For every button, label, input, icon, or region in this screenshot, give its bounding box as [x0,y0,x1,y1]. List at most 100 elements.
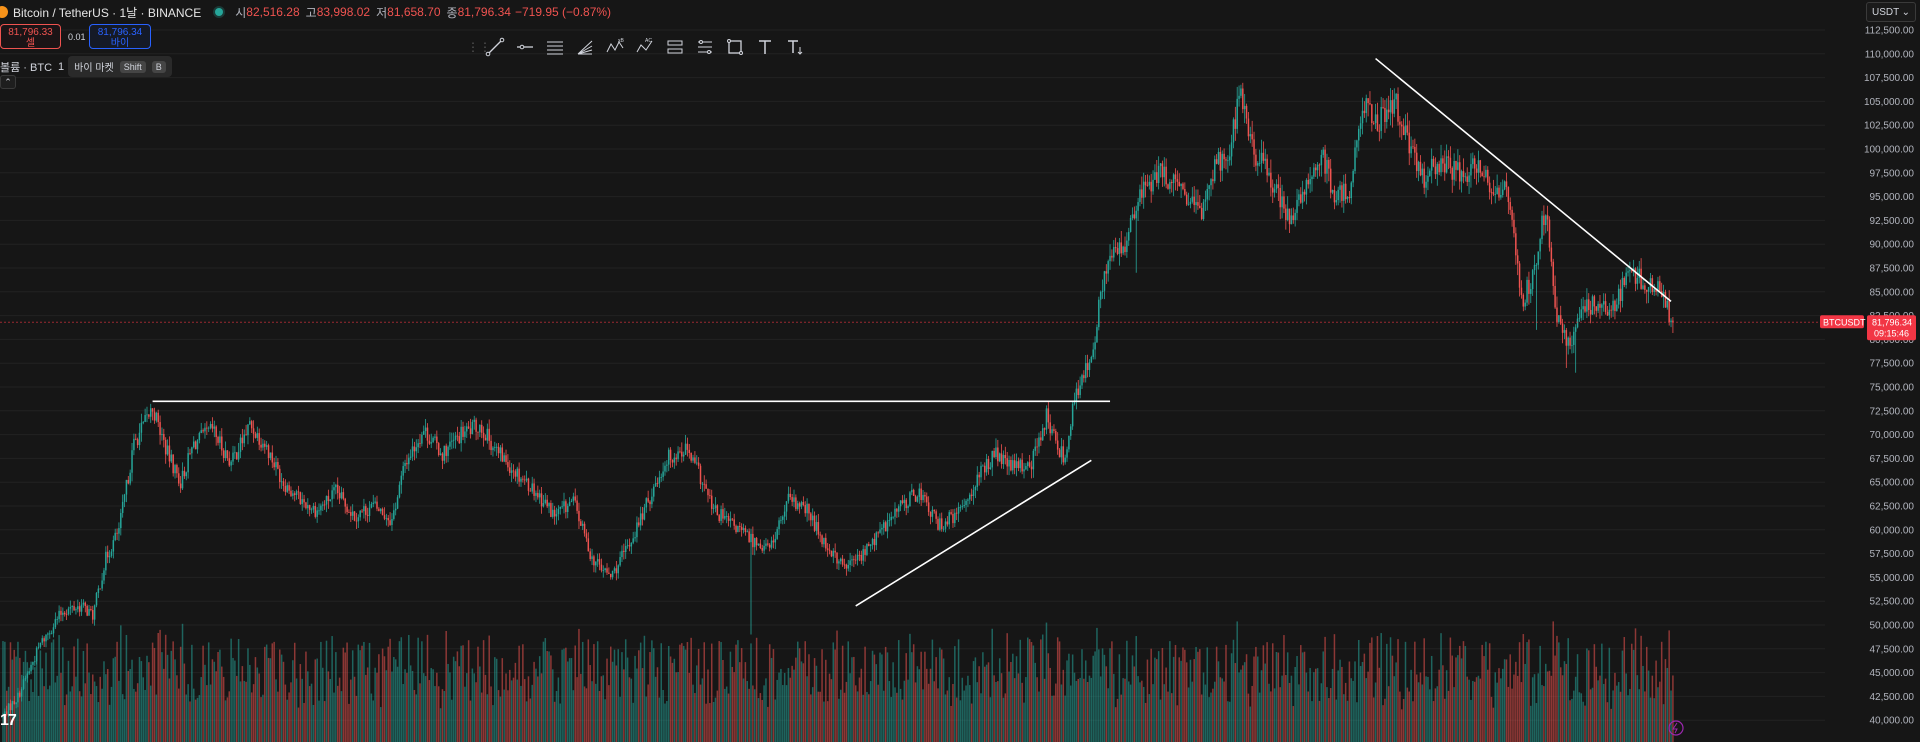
volume-bar [684,649,687,742]
candle-body [1526,279,1528,303]
currency-select[interactable]: USDT ⌄ [1866,2,1916,22]
user-drawings[interactable] [152,57,1672,607]
candle-body [366,514,369,516]
trend-line-drawing[interactable] [1375,57,1672,302]
volume-bar [581,641,584,742]
volume-bar [703,642,705,742]
candle-body [954,512,956,524]
symbol-title[interactable]: Bitcoin / TetherUS · 1날 · BINANCE [13,5,202,20]
volume-bar [1006,633,1008,742]
trend-line-icon[interactable] [482,35,507,60]
candle-body [224,450,227,459]
horizontal-ray-icon[interactable] [512,35,537,60]
volume-bar [63,705,66,742]
candle-body [808,503,810,514]
candle-body [398,484,401,498]
volume-bar [1041,634,1044,742]
parallel-channel-icon[interactable] [542,35,567,60]
volume-bar [896,692,898,742]
candle-body [355,520,358,522]
xabcd-pattern-icon[interactable]: xB [602,35,627,60]
candle-body [922,494,924,501]
volume-bar [1412,701,1414,742]
text-icon[interactable] [752,35,777,60]
candle-body [1101,290,1104,292]
candle-body [1617,288,1620,305]
price-axis[interactable]: 112,500.00110,000.00107,500.00105,000.00… [1827,0,1920,742]
candle-body [1335,200,1338,203]
volume-bar [338,677,341,742]
candle-body [492,447,494,451]
volume-label[interactable]: 볼륨 · BTC [0,61,53,74]
volume-bar [92,674,94,742]
candle-body [540,493,543,507]
candle-body [939,518,941,530]
drag-handle-icon[interactable]: ⋮⋮ [467,40,491,54]
volume-bar [1053,695,1055,742]
buy-button[interactable]: 81,796.34 바이 [89,24,151,49]
volume-bar [1473,681,1476,742]
text-note-icon[interactable] [782,35,807,60]
candle-body [286,485,288,492]
candle-body [1028,462,1031,467]
candle-body [148,414,150,417]
trend-line-drawing[interactable] [855,459,1092,607]
fib-fan-icon[interactable] [572,35,597,60]
volume-bar [1548,670,1551,742]
candle-body [164,439,167,455]
candle-body [1608,309,1611,316]
candle-body [1421,168,1424,176]
volume-bar [1307,691,1310,742]
candle-body [135,438,137,440]
volume-bar [501,658,504,742]
date-price-range-icon[interactable] [662,35,687,60]
volume-bar [1453,687,1455,742]
volume-bar [817,691,820,742]
volume-bar [909,633,911,742]
candle-body [1137,202,1139,211]
high-value: 83,998.02 [316,5,371,19]
chevron-up-icon[interactable]: ⌃ [0,75,16,89]
candle-body [912,489,915,496]
price-range-icon[interactable] [692,35,717,60]
volume-bar [774,699,777,742]
rectangle-icon[interactable] [722,35,747,60]
volume-bar [1625,673,1627,742]
candle-body [37,646,40,648]
volume-bar [1647,670,1650,742]
candle-body [626,545,629,547]
volume-bar [1204,684,1207,742]
volume-bar [112,658,115,742]
volume-bar [1300,645,1302,742]
candle-body [1588,299,1590,310]
replay-icon[interactable] [1668,720,1684,736]
volume-bar [546,651,548,742]
candle-body [864,549,866,555]
volume-bar [1051,695,1053,742]
candle-body [1434,166,1437,175]
candle-body [1223,153,1225,160]
candle-body [1053,429,1055,431]
candle-body [110,551,113,556]
candle-body [978,474,980,478]
volume-bar [445,630,447,742]
volume-bar [1180,660,1182,742]
volume-bar [942,658,945,742]
candle-body [310,509,313,511]
candle-body [1171,181,1173,184]
tradingview-logo-icon[interactable]: 17 [0,712,17,729]
volume-bar [1640,635,1642,742]
market-status-icon[interactable] [215,8,224,16]
candle-body [52,627,55,634]
candle-body [181,470,184,489]
candle-body [1262,152,1265,161]
volume-bar [518,645,520,742]
candle-body [411,446,414,457]
candle-body [245,434,247,436]
candle-body [1556,307,1558,322]
sell-button[interactable]: 81,796.33 셀 [0,24,61,49]
abcd-pattern-icon[interactable]: AC [632,35,657,60]
volume-bar [1582,701,1584,742]
price-axis-label: 97,500.00 [1870,168,1915,179]
